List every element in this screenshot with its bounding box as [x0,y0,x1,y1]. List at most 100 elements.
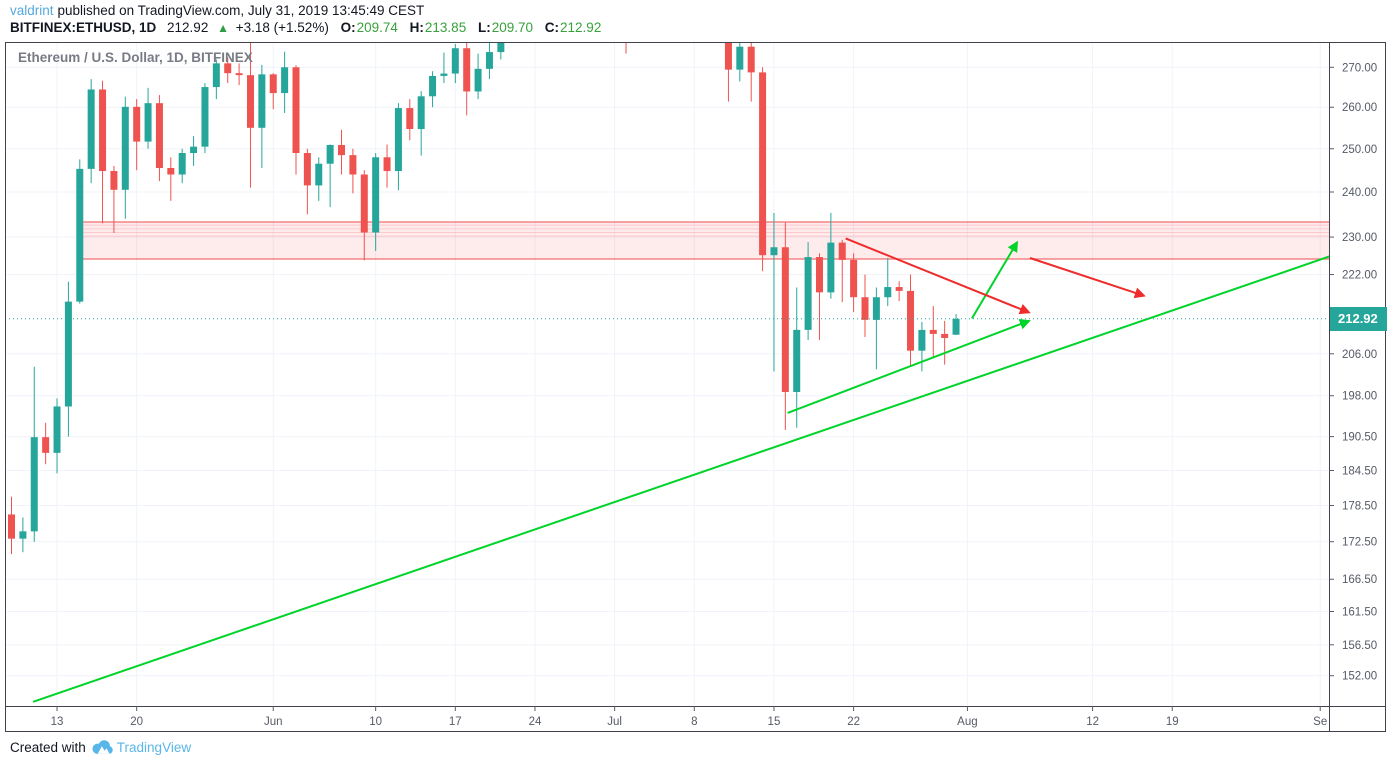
tradingview-link[interactable]: TradingView [116,740,192,755]
candle-body [315,163,323,186]
candle-May-15 [76,159,84,304]
candle-Jul-11 [724,42,732,102]
candle-Jun-1 [269,73,277,110]
drawings[interactable] [32,237,1330,703]
low-label: L: [477,20,491,35]
candle-body [861,297,869,320]
candle-May-19 [121,96,129,219]
candle-Jun-12 [394,103,402,191]
candle-May-29 [235,63,243,86]
candle-body [451,48,459,74]
candle-body [815,257,823,293]
candle-Jul-30 [941,320,949,365]
candle-Jun-20 [485,42,493,80]
candle-May-23 [167,157,175,201]
candle-body [338,144,346,156]
candle-Jul-29 [929,306,937,358]
time-tick-label: 13 [51,716,64,728]
candle-body [326,144,334,164]
price-tick-label: 184.50 [1342,466,1377,478]
candle-May-30 [246,42,254,188]
candle-body [736,46,744,70]
candle-May-10 [19,517,27,553]
price-tick-label: 172.50 [1342,537,1377,549]
created-with-text: Created with [10,740,86,755]
candle-body [201,87,209,147]
candle-Jun-3 [292,65,300,175]
tradingview-logo-icon[interactable] [92,740,114,755]
high-value: 213.85 [424,20,467,35]
candle-Jul-26 [895,281,903,302]
time-axis[interactable]: 13 20 Jun 10 17 24 Jul 8 15 22 Aug 12 19 Se [51,706,1328,728]
candles [8,42,960,555]
zone-fill [82,221,1329,259]
candle-body [303,153,311,186]
candle-Jul-25 [884,257,892,307]
candle-Jun-19 [474,53,482,100]
time-tick-label: 12 [1086,716,1099,728]
candle-body [918,329,926,351]
candle-May-28 [224,57,232,84]
candle-Jun-13 [406,99,414,141]
descending-trendline-arrow[interactable] [845,237,1031,315]
candle-Jun-15 [429,71,437,108]
candle-May-16 [87,79,95,184]
close-value: 212.92 [560,20,602,35]
candle-body [394,108,402,172]
low-value: 209.70 [491,20,534,35]
candle-Jul-15 [770,212,778,372]
price-tick-label: 260.00 [1342,102,1377,114]
chart-title: Ethereum / U.S. Dollar, 1D, BITFINEX [18,50,253,65]
candle-body [360,174,368,233]
price-tick-label: 270.00 [1342,62,1377,74]
candle-body [793,329,801,392]
candle-May-20 [133,99,141,171]
candle-Jun-6 [326,144,334,208]
rejection-down-arrow[interactable] [1029,257,1146,299]
symbol-name[interactable]: BITFINEX:ETHUSD, 1D [10,20,157,35]
candle-Jul-28 [918,321,926,372]
breakout-up-arrow[interactable] [971,240,1019,319]
candle-body [747,46,755,73]
candle-body [269,74,277,94]
candle-body [429,75,437,97]
time-tick-label: 15 [768,716,781,728]
candle-Jun-11 [383,144,391,188]
candle-body [8,514,15,539]
candle-Jun-2 [281,51,289,113]
candle-May-25 [190,136,198,166]
candle-May-27 [212,59,220,100]
candle-body [121,106,129,190]
candle-body [463,48,471,92]
chart: 270.00 260.00 250.00 240.00 230.00 222.00 206.… [5,42,1387,732]
candle-Jul-2 [625,42,627,54]
candle-May-18 [110,165,118,233]
candle-body [224,63,232,74]
price-tick-label: 198.00 [1342,391,1377,403]
author-link[interactable]: valdrint [10,3,54,18]
candle-body [281,67,289,94]
long-uptrend-line[interactable] [32,255,1330,703]
candle-body [838,242,846,260]
candle-Jul-23 [861,274,869,337]
symbol-legend: BITFINEX:ETHUSD, 1D 212.92 ▲ +3.18 (+1.5… [10,20,601,35]
candle-body [99,89,107,172]
price-tick-label: 152.00 [1342,671,1377,683]
resistance-zone[interactable] [82,221,1329,260]
candle-body [406,108,414,130]
price-chart-plot[interactable]: 270.00 260.00 250.00 240.00 230.00 222.00 206.… [5,42,1386,732]
time-tick-label: Jun [264,716,283,728]
candle-body [258,74,266,128]
candle-Jul-20 [827,212,835,299]
candle-body [724,42,732,70]
candle-Jul-18 [804,242,812,340]
price-axis[interactable]: 270.00 260.00 250.00 240.00 230.00 222.00 206.… [1329,62,1377,683]
short-uptrend-arrow[interactable] [787,318,1031,414]
last-price-text: 212.92 [1338,311,1378,327]
candle-May-24 [178,148,186,184]
last-price: 212.92 [167,20,209,35]
grid [5,42,1329,706]
candle-body [246,75,254,128]
candle-body [872,297,880,320]
candle-Jul-14 [759,67,767,272]
